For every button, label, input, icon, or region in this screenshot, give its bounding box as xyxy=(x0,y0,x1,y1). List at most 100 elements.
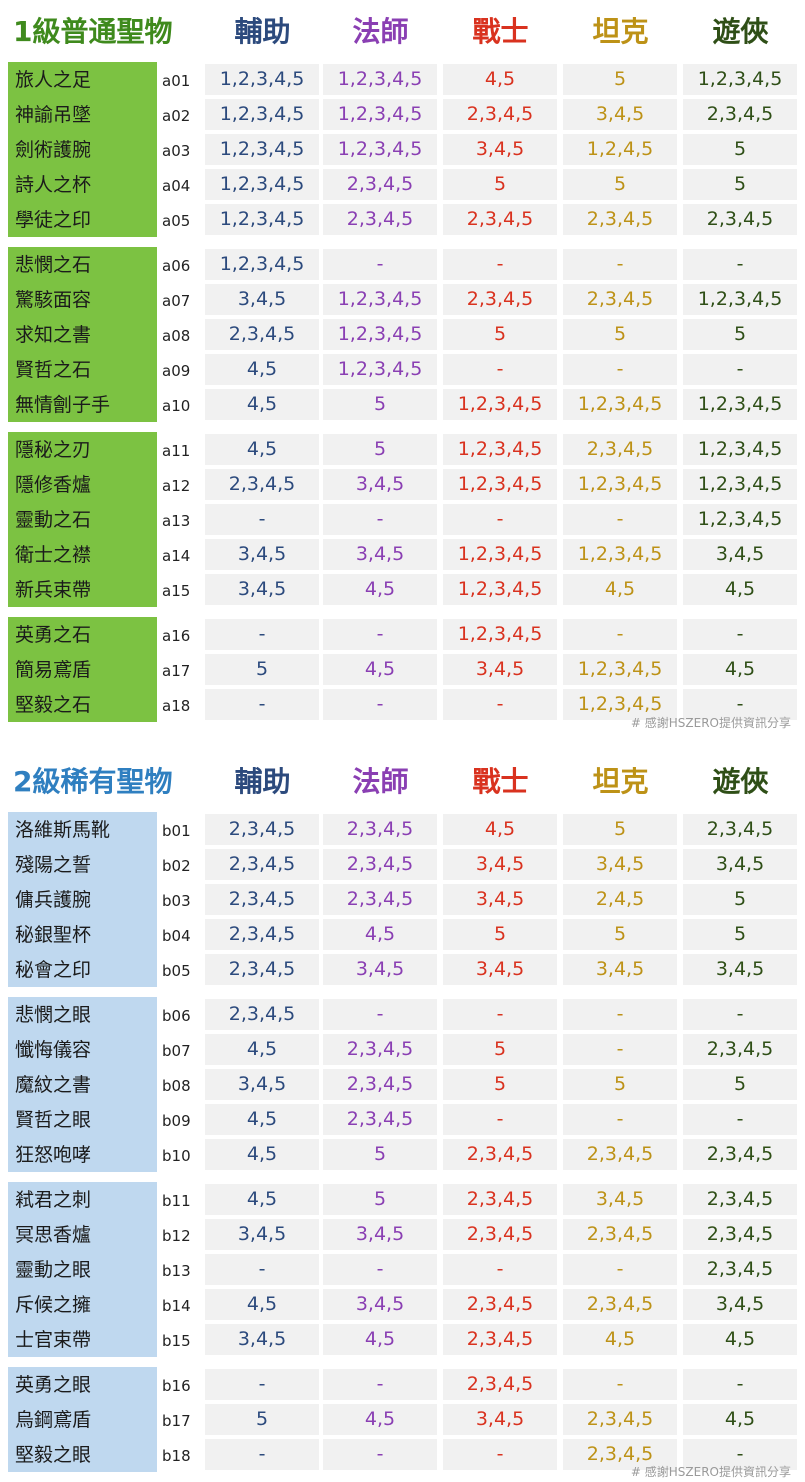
cell-support: 2,3,4,5 xyxy=(205,319,319,350)
cell-mage: 4,5 xyxy=(323,574,437,605)
group-label-band xyxy=(8,1367,157,1472)
relic-code: a11 xyxy=(162,442,191,460)
group-label-band xyxy=(8,812,157,987)
cell-mage: 4,5 xyxy=(323,919,437,950)
cell-warrior: 3,4,5 xyxy=(443,849,557,880)
cell-tank: 3,4,5 xyxy=(563,1184,677,1215)
cell-tank: 5 xyxy=(563,169,677,200)
cell-mage: - xyxy=(323,1439,437,1470)
cell-tank: - xyxy=(563,1034,677,1065)
cell-ranger: - xyxy=(683,1439,797,1470)
cell-warrior: 5 xyxy=(443,1069,557,1100)
relic-name: 隱修香爐 xyxy=(15,474,92,496)
table-row: 堅毅之眼 b18- - -2,3,4,5- xyxy=(0,1437,805,1472)
cell-tank: 2,3,4,5 xyxy=(563,1439,677,1470)
relic-name: 殘陽之誓 xyxy=(15,854,92,876)
table-row: 靈動之眼 b13- - - -2,3,4,5 xyxy=(0,1252,805,1287)
cell-ranger: 4,5 xyxy=(683,1324,797,1355)
cell-mage: 3,4,5 xyxy=(323,539,437,570)
column-header-ranger: 遊俠 xyxy=(712,765,769,798)
cell-support: 4,5 xyxy=(205,389,319,420)
relic-name: 堅毅之石 xyxy=(15,694,92,716)
cell-tank: - xyxy=(563,1254,677,1285)
cell-warrior: 1,2,3,4,5 xyxy=(443,434,557,465)
cell-warrior: 1,2,3,4,5 xyxy=(443,389,557,420)
table-row: 英勇之眼 b16- -2,3,4,5- - xyxy=(0,1367,805,1402)
relic-code: b07 xyxy=(162,1042,191,1060)
cell-support: 2,3,4,5 xyxy=(205,849,319,880)
relic-name: 士官束帶 xyxy=(15,1329,92,1351)
table-row: 無情劊子手 a10 4,5 5 1,2,3,4,5 1,2,3,4,5 1,2,3,4,5 xyxy=(0,387,805,422)
cell-ranger: 2,3,4,5 xyxy=(683,814,797,845)
group-label-band xyxy=(8,247,157,422)
cell-support: 4,5 xyxy=(205,354,319,385)
relic-name: 烏鋼鳶盾 xyxy=(15,1409,92,1431)
relic-code: b18 xyxy=(162,1447,191,1465)
cell-ranger: 2,3,4,5 xyxy=(683,99,797,130)
relic-code: b04 xyxy=(162,927,191,945)
cell-tank: 2,3,4,5 xyxy=(563,1404,677,1435)
relic-group: 悲憫之眼 b06 2,3,4,5- - - - 懺悔儀容 b07 4,5 2,3,4,5 5-2,3… xyxy=(0,997,805,1172)
cell-ranger: 1,2,3,4,5 xyxy=(683,469,797,500)
relic-code: a02 xyxy=(162,107,191,125)
relic-name: 斥候之擁 xyxy=(15,1294,92,1316)
cell-mage: 3,4,5 xyxy=(323,954,437,985)
table-row: 秘會之印 b05 2,3,4,5 3,4,5 3,4,5 3,4,5 3,4,5 xyxy=(0,952,805,987)
relic-name: 學徒之印 xyxy=(15,209,92,231)
relic-name: 悲憫之眼 xyxy=(15,1004,92,1026)
group-label-band xyxy=(8,997,157,1172)
group-label-band xyxy=(8,62,157,237)
cell-warrior: 1,2,3,4,5 xyxy=(443,469,557,500)
group-label-band xyxy=(8,432,157,607)
cell-tank: 2,3,4,5 xyxy=(563,284,677,315)
relic-code: a14 xyxy=(162,547,191,565)
cell-ranger: - xyxy=(683,1104,797,1135)
cell-ranger: 1,2,3,4,5 xyxy=(683,284,797,315)
cell-warrior: 4,5 xyxy=(443,814,557,845)
cell-ranger: 1,2,3,4,5 xyxy=(683,389,797,420)
cell-mage: 5 xyxy=(323,389,437,420)
cell-tank: 1,2,3,4,5 xyxy=(563,469,677,500)
relic-name: 靈動之石 xyxy=(15,509,92,531)
cell-tank: 2,4,5 xyxy=(563,884,677,915)
common-relics-section: 1級普通聖物 輔助 法師 戰士 坦克 遊俠 旅人之足 a01 1,2,3,4,5 1,2,3,4,… xyxy=(0,6,805,722)
cell-ranger: 4,5 xyxy=(683,574,797,605)
cell-warrior: - xyxy=(443,689,557,720)
relic-code: a05 xyxy=(162,212,191,230)
relic-code: b10 xyxy=(162,1147,191,1165)
relic-code: b13 xyxy=(162,1262,191,1280)
cell-mage: 2,3,4,5 xyxy=(323,814,437,845)
cell-support: 1,2,3,4,5 xyxy=(205,204,319,235)
cell-ranger: - xyxy=(683,1369,797,1400)
relic-name: 秘銀聖杯 xyxy=(15,924,92,946)
cell-ranger: 1,2,3,4,5 xyxy=(683,434,797,465)
table-row: 新兵束帶 a15 3,4,5 4,5 1,2,3,4,5 4,5 4,5 xyxy=(0,572,805,607)
column-header-mage: 法師 xyxy=(352,765,409,798)
cell-warrior: 2,3,4,5 xyxy=(443,284,557,315)
relic-name: 傭兵護腕 xyxy=(15,889,92,911)
cell-mage: 4,5 xyxy=(323,654,437,685)
cell-mage: - xyxy=(323,689,437,720)
cell-ranger: 2,3,4,5 xyxy=(683,1139,797,1170)
cell-mage: - xyxy=(323,1369,437,1400)
cell-support: 1,2,3,4,5 xyxy=(205,64,319,95)
cell-ranger: 1,2,3,4,5 xyxy=(683,504,797,535)
cell-warrior: 1,2,3,4,5 xyxy=(443,619,557,650)
cell-support: 2,3,4,5 xyxy=(205,999,319,1030)
cell-support: 2,3,4,5 xyxy=(205,954,319,985)
relic-code: b16 xyxy=(162,1377,191,1395)
cell-warrior: - xyxy=(443,1254,557,1285)
cell-ranger: 3,4,5 xyxy=(683,539,797,570)
column-header-warrior: 戰士 xyxy=(472,15,529,48)
table-row: 衛士之襟 a14 3,4,5 3,4,5 1,2,3,4,5 1,2,3,4,5 3,4,5 xyxy=(0,537,805,572)
relic-code: b02 xyxy=(162,857,191,875)
relic-name: 魔紋之書 xyxy=(15,1074,92,1096)
cell-ranger: 3,4,5 xyxy=(683,849,797,880)
relic-group: 弒君之刺 b11 4,5 5 2,3,4,5 3,4,5 2,3,4,5 冥思香爐 b12 3,4… xyxy=(0,1182,805,1357)
cell-tank: 3,4,5 xyxy=(563,99,677,130)
cell-warrior: 2,3,4,5 xyxy=(443,1219,557,1250)
cell-warrior: 1,2,3,4,5 xyxy=(443,574,557,605)
relic-name: 靈動之眼 xyxy=(15,1259,92,1281)
cell-support: 2,3,4,5 xyxy=(205,469,319,500)
cell-support: 3,4,5 xyxy=(205,574,319,605)
